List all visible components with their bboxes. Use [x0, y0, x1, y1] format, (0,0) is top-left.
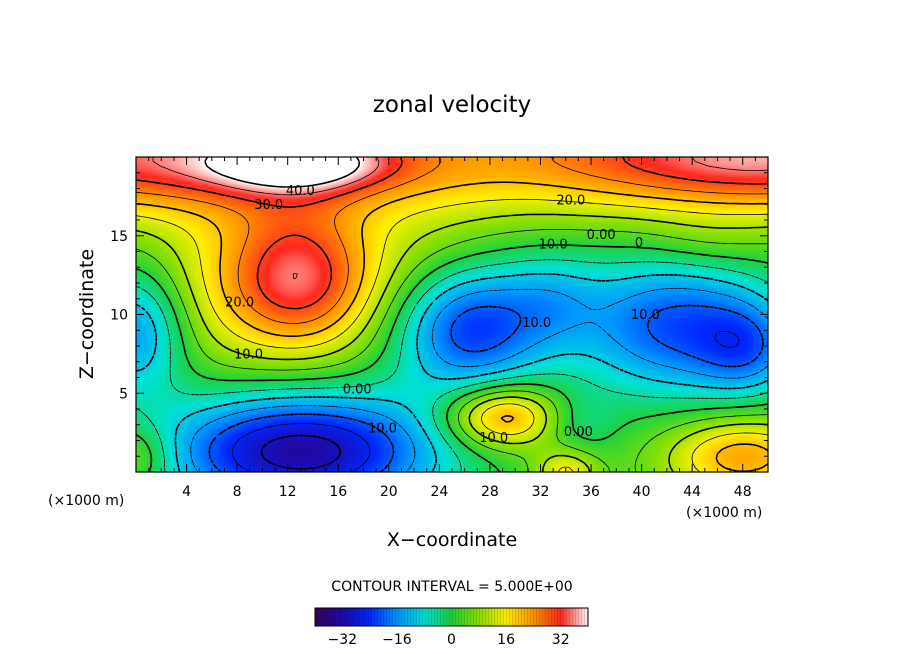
contour-interval-text: CONTOUR INTERVAL = 5.000E+00 — [331, 579, 572, 595]
x-axis: 4 8 12 16 20 24 28 32 36 40 44 48 — [148, 157, 756, 500]
contour-label: 0.00 — [564, 425, 593, 440]
colorbar-ticks: −32 −16 0 16 32 — [328, 632, 570, 648]
contour-line — [260, 434, 341, 470]
contour-line — [136, 181, 768, 472]
contour-line — [136, 213, 768, 472]
contour-plot-area: 40.030.0 20.0 10.0 0.00 0 20.0 10.0 10.0 10.0 0.0… — [135, 156, 769, 473]
colorbar-gradient — [315, 608, 588, 626]
chart-title: zonal velocity — [373, 92, 531, 118]
x-tick-label: 36 — [582, 484, 600, 500]
x-tick-label: 4 — [182, 484, 191, 500]
contour-line — [136, 198, 768, 472]
contour-line — [208, 304, 764, 472]
x-tick-label: 24 — [430, 484, 448, 500]
x-unit-label-left: (×1000 m) — [48, 493, 124, 509]
contour-label: 30.0 — [254, 198, 283, 213]
velocity-field-image — [136, 157, 768, 472]
contour-line — [136, 273, 768, 472]
x-tick-label: 12 — [279, 484, 297, 500]
x-tick-label: 40 — [633, 484, 651, 500]
contour-label: 40.0 — [286, 184, 315, 199]
y-tick-label: 15 — [110, 229, 128, 245]
colorbar: −32 −16 0 16 32 — [314, 607, 589, 648]
x-tick-label: 8 — [233, 484, 242, 500]
contour-label: 10.0 — [479, 431, 508, 446]
x-tick-label: 28 — [481, 484, 499, 500]
x-tick-label: 32 — [532, 484, 550, 500]
contour-line — [231, 331, 740, 472]
contour-label: 0.00 — [587, 228, 616, 243]
contour-label: 0 — [635, 236, 643, 251]
contour-lines — [136, 157, 768, 472]
contour-line — [152, 157, 768, 280]
contour-line — [136, 259, 768, 472]
contour-line — [136, 157, 768, 310]
x-tick-label: 16 — [329, 484, 347, 500]
x-tick-label: 48 — [734, 484, 752, 500]
contour-label: 10.0 — [234, 348, 263, 363]
y-tick-label: 10 — [110, 308, 128, 324]
contour-line — [190, 288, 768, 472]
colorbar-tick-label: −16 — [382, 632, 412, 648]
contour-label: 10.0 — [368, 422, 397, 437]
y-axis: 5 10 15 — [110, 172, 768, 457]
contour-label: 10.0 — [539, 237, 568, 252]
contour-line — [136, 157, 768, 324]
colorbar-tick-label: 16 — [497, 632, 515, 648]
contour-labels: 40.030.0 20.0 10.0 0.00 0 20.0 10.0 10.0 10.0 0.0… — [225, 184, 660, 446]
x-tick-label: 20 — [380, 484, 398, 500]
x-axis-label: X−coordinate — [387, 529, 517, 551]
colorbar-tick-label: 32 — [552, 632, 570, 648]
colorbar-tick-label: −32 — [328, 632, 358, 648]
x-tick-label: 44 — [683, 484, 701, 500]
colorbar-frame — [314, 607, 589, 627]
contour-label: 0.00 — [343, 382, 372, 397]
contour-label: 10.0 — [522, 316, 551, 331]
contour-label: 20.0 — [556, 193, 585, 208]
contour-line — [204, 157, 361, 188]
colorbar-tick-label: 0 — [447, 632, 456, 648]
contour-label: 10.0 — [631, 308, 660, 323]
y-axis-label: Z−coordinate — [76, 249, 98, 379]
contour-label: 20.0 — [225, 296, 254, 311]
x-unit-label-right: (×1000 m) — [686, 505, 762, 521]
y-tick-label: 5 — [119, 386, 128, 402]
